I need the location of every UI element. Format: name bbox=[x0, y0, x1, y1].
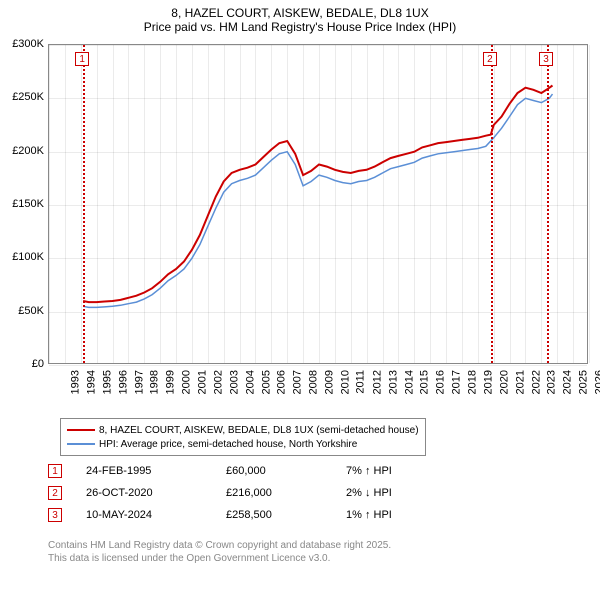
sale-marker-line bbox=[547, 45, 549, 363]
legend-label: HPI: Average price, semi-detached house,… bbox=[99, 439, 357, 450]
x-tick-label: 1995 bbox=[101, 370, 113, 394]
legend-row: HPI: Average price, semi-detached house,… bbox=[67, 437, 419, 451]
x-tick-label: 2001 bbox=[197, 370, 209, 394]
sales-pct: 1% ↑ HPI bbox=[346, 509, 446, 521]
x-tick-label: 2007 bbox=[292, 370, 304, 394]
x-tick-label: 1999 bbox=[165, 370, 177, 394]
x-tick-label: 2005 bbox=[260, 370, 272, 394]
sale-marker-line bbox=[491, 45, 493, 363]
x-tick-label: 1996 bbox=[117, 370, 129, 394]
x-tick-label: 1994 bbox=[85, 370, 97, 394]
sales-price: £258,500 bbox=[226, 509, 346, 521]
gridline-v bbox=[589, 45, 590, 363]
x-tick-label: 1998 bbox=[149, 370, 161, 394]
gridline-h bbox=[49, 365, 587, 366]
x-tick-label: 2004 bbox=[244, 370, 256, 394]
x-tick-label: 2013 bbox=[387, 370, 399, 394]
sales-price: £60,000 bbox=[226, 465, 346, 477]
y-tick-label: £150K bbox=[0, 198, 44, 210]
x-tick-label: 2002 bbox=[212, 370, 224, 394]
copyright-line-2: This data is licensed under the Open Gov… bbox=[48, 553, 391, 566]
x-tick-label: 2006 bbox=[276, 370, 288, 394]
chart-svg bbox=[49, 45, 589, 365]
sales-row: 3 10-MAY-2024£258,5001% ↑ HPI bbox=[48, 504, 446, 526]
x-tick-label: 2014 bbox=[403, 370, 415, 394]
x-tick-label: 2026 bbox=[594, 370, 600, 394]
legend-swatch bbox=[67, 429, 95, 431]
sales-marker: 1 bbox=[48, 464, 62, 478]
y-tick-label: £0 bbox=[0, 358, 44, 370]
x-tick-label: 2015 bbox=[419, 370, 431, 394]
sales-row: 2 26-OCT-2020£216,0002% ↓ HPI bbox=[48, 482, 446, 504]
y-tick-label: £50K bbox=[0, 305, 44, 317]
copyright-notice: Contains HM Land Registry data © Crown c… bbox=[48, 540, 391, 565]
plot-area bbox=[48, 44, 588, 364]
title-line-1: 8, HAZEL COURT, AISKEW, BEDALE, DL8 1UX bbox=[0, 6, 600, 20]
y-tick-label: £100K bbox=[0, 251, 44, 263]
legend: 8, HAZEL COURT, AISKEW, BEDALE, DL8 1UX … bbox=[60, 418, 426, 456]
sales-marker: 3 bbox=[48, 508, 62, 522]
y-tick-label: £300K bbox=[0, 38, 44, 50]
sales-pct: 7% ↑ HPI bbox=[346, 465, 446, 477]
legend-label: 8, HAZEL COURT, AISKEW, BEDALE, DL8 1UX … bbox=[99, 425, 419, 436]
x-tick-label: 2017 bbox=[451, 370, 463, 394]
x-tick-label: 2016 bbox=[435, 370, 447, 394]
x-tick-label: 2010 bbox=[339, 370, 351, 394]
x-tick-label: 1997 bbox=[133, 370, 145, 394]
y-tick-label: £250K bbox=[0, 91, 44, 103]
x-tick-label: 1993 bbox=[69, 370, 81, 394]
x-tick-label: 2003 bbox=[228, 370, 240, 394]
sale-marker-box: 2 bbox=[483, 52, 497, 66]
x-tick-label: 2019 bbox=[482, 370, 494, 394]
sale-marker-box: 1 bbox=[75, 52, 89, 66]
sales-row: 1 24-FEB-1995£60,0007% ↑ HPI bbox=[48, 460, 446, 482]
x-tick-label: 2012 bbox=[371, 370, 383, 394]
x-tick-label: 2011 bbox=[355, 370, 367, 394]
x-tick-label: 2025 bbox=[578, 370, 590, 394]
x-tick-label: 2021 bbox=[514, 370, 526, 394]
title-block: 8, HAZEL COURT, AISKEW, BEDALE, DL8 1UX … bbox=[0, 0, 600, 34]
y-tick-label: £200K bbox=[0, 145, 44, 157]
legend-swatch bbox=[67, 443, 95, 445]
legend-row: 8, HAZEL COURT, AISKEW, BEDALE, DL8 1UX … bbox=[67, 423, 419, 437]
sale-marker-line bbox=[83, 45, 85, 363]
x-tick-label: 2000 bbox=[181, 370, 193, 394]
x-tick-label: 2009 bbox=[324, 370, 336, 394]
sales-date: 24-FEB-1995 bbox=[86, 465, 226, 477]
sales-pct: 2% ↓ HPI bbox=[346, 487, 446, 499]
series-property bbox=[83, 86, 552, 303]
x-tick-label: 2020 bbox=[498, 370, 510, 394]
x-tick-label: 2024 bbox=[562, 370, 574, 394]
x-tick-label: 2023 bbox=[546, 370, 558, 394]
chart-container: 8, HAZEL COURT, AISKEW, BEDALE, DL8 1UX … bbox=[0, 0, 600, 590]
series-hpi bbox=[83, 94, 552, 307]
sales-marker: 2 bbox=[48, 486, 62, 500]
sales-price: £216,000 bbox=[226, 487, 346, 499]
x-tick-label: 2022 bbox=[530, 370, 542, 394]
sales-table: 1 24-FEB-1995£60,0007% ↑ HPI 2 26-OCT-2020£… bbox=[48, 460, 446, 526]
x-tick-label: 2018 bbox=[467, 370, 479, 394]
sale-marker-box: 3 bbox=[539, 52, 553, 66]
copyright-line-1: Contains HM Land Registry data © Crown c… bbox=[48, 540, 391, 553]
title-line-2: Price paid vs. HM Land Registry's House … bbox=[0, 20, 600, 34]
sales-date: 10-MAY-2024 bbox=[86, 509, 226, 521]
sales-date: 26-OCT-2020 bbox=[86, 487, 226, 499]
x-tick-label: 2008 bbox=[308, 370, 320, 394]
